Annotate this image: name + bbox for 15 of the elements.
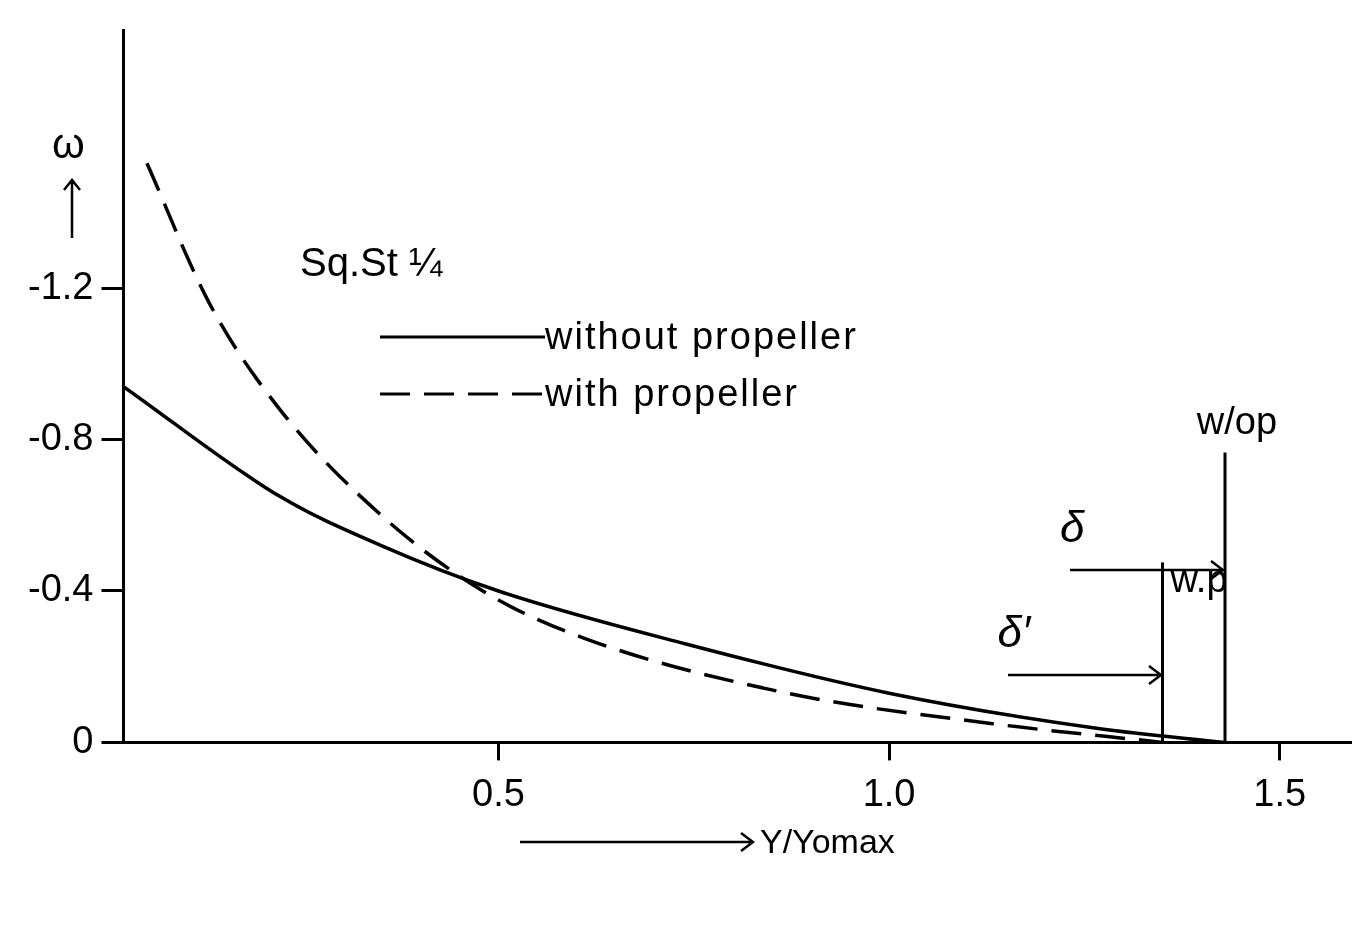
y-tick-label: 0	[72, 718, 94, 761]
annotation: δ′	[997, 607, 1031, 658]
x-tick-label: 1.5	[1253, 771, 1307, 814]
y-axis-title: ω	[52, 120, 85, 168]
y-tick-label: -1.2	[28, 264, 94, 307]
y-tick-label: -0.4	[28, 567, 94, 610]
legend-label: without propeller	[545, 315, 858, 358]
y-tick-label: -0.8	[28, 416, 94, 459]
annotation: Sq.St ¼	[300, 240, 443, 285]
ref-line-label: w/op	[1195, 400, 1278, 443]
x-axis-title: Y/Yomax	[760, 822, 895, 862]
annotation: δ	[1060, 502, 1085, 553]
x-tick-label: 0.5	[472, 771, 525, 814]
x-tick-label: 1.0	[862, 771, 916, 814]
legend-label: with propeller	[545, 372, 799, 415]
